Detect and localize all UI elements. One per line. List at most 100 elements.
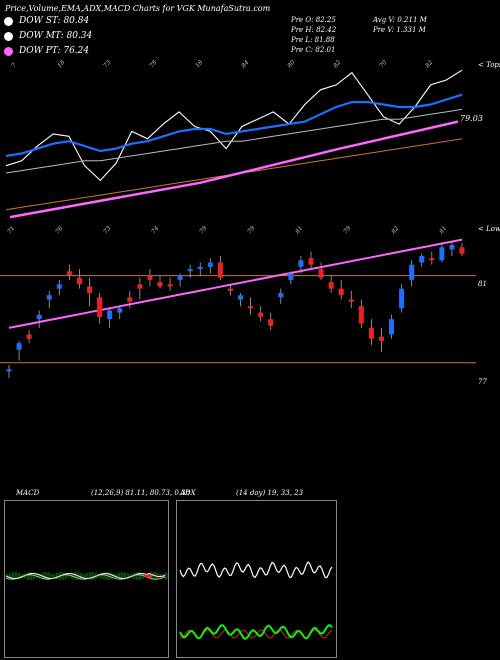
legend-dow-st: DOW ST: 80.84 [4, 15, 89, 27]
macd-bar [20, 574, 24, 578]
macd-bar [29, 572, 33, 580]
legend-dow-pt: DOW PT: 76.24 [4, 45, 89, 57]
macd-bar [67, 574, 71, 578]
macd-bar [85, 573, 88, 579]
candle-body [419, 255, 425, 263]
macd-bar [91, 572, 94, 580]
candle-body [399, 288, 405, 309]
candle-body [439, 247, 445, 261]
candle-body [308, 258, 314, 265]
legend-swatch [4, 16, 13, 26]
macd-params: (12,26,9) 81.11, 80.73, 0.38 [91, 489, 190, 497]
candle-body [117, 308, 123, 313]
adx-params: (14 day) 19, 33, 23 [236, 489, 304, 497]
candle-body [449, 245, 455, 250]
adx-label: ADX [180, 489, 196, 497]
top-annotation: 82 [424, 59, 434, 69]
macd-bar [44, 572, 47, 580]
top-annotation: 82 [332, 59, 342, 69]
candle-body [227, 288, 233, 291]
candle-body [87, 286, 93, 294]
candle-body [459, 247, 465, 254]
candle-body [147, 275, 153, 280]
macd-bar [47, 572, 50, 580]
adx-plus-di-line [179, 624, 333, 641]
candle-body [107, 310, 113, 320]
top-annotation: 18 [56, 59, 66, 69]
candle-body [157, 282, 163, 287]
top-annotation: 18 [194, 59, 204, 69]
candle-body [6, 369, 12, 372]
candle-body [429, 258, 435, 261]
low-annotation: 76 [54, 225, 64, 235]
macd-bar [126, 573, 130, 579]
macd-bar [135, 572, 139, 580]
quote-avg-volume: Avg V: 0.211 M [373, 16, 427, 24]
legend-label: DOW MT: 80.34 [19, 31, 93, 41]
low-annotation: 81 [294, 225, 304, 235]
macd-label: MACD [16, 489, 40, 497]
candle-body [127, 297, 133, 302]
macd-bar [56, 572, 59, 580]
macd-bar [82, 574, 86, 578]
low-annotation: 79 [342, 225, 352, 235]
candle-body [278, 293, 284, 298]
price-level-81: 81 [478, 280, 487, 288]
candle-body [358, 306, 364, 324]
macd-bar [120, 572, 124, 580]
candle-body [97, 297, 103, 317]
pt-ema-top-line [9, 120, 459, 219]
macd-signal-line [5, 574, 166, 580]
candle-body [389, 319, 395, 335]
low-annotation: 82 [390, 225, 400, 235]
chart-title: Price,Volume,EMA,ADX,MACD Charts for VGK… [5, 4, 271, 13]
ema-short-line [5, 93, 463, 157]
candle-body [409, 264, 415, 280]
macd-bar [73, 572, 77, 580]
macd-bar [14, 572, 18, 580]
candle-body [56, 284, 62, 289]
macd-bar [165, 572, 168, 580]
lows-tag: < Lows [478, 225, 500, 233]
top-annotation: 84 [240, 59, 250, 69]
quote-close: Pre C: 82.01 [291, 46, 336, 54]
macd-bar [64, 573, 68, 579]
top-annotation: 80 [286, 59, 296, 69]
candle-body [258, 312, 264, 317]
top-annotation: 78 [148, 59, 158, 69]
top-annotation: 7 [10, 62, 18, 70]
adx-line [179, 561, 333, 579]
candle-body [298, 260, 304, 267]
ema-mid-line [5, 108, 463, 174]
macd-bar [132, 572, 136, 580]
macd-bar [53, 574, 56, 578]
tops-tag: < Tops [478, 61, 500, 69]
macd-bar [61, 572, 65, 580]
macd-bar [8, 573, 12, 579]
macd-bar [6, 574, 9, 578]
low-annotation: 81 [438, 225, 448, 235]
candle-body [36, 314, 42, 320]
candle-body [378, 336, 384, 341]
candle-body [187, 269, 193, 272]
quote-high: Pre H: 82.42 [291, 26, 337, 34]
low-annotation: 79 [246, 225, 256, 235]
candle-body [217, 262, 223, 278]
macd-bar [138, 572, 141, 580]
candle-body [26, 334, 32, 339]
candle-body [318, 269, 324, 278]
macd-bar [114, 573, 118, 579]
candle-body [66, 271, 72, 276]
top-value-label: 79.03 [460, 114, 483, 123]
macd-bar [88, 572, 91, 580]
macd-bar [38, 573, 41, 579]
candle-body [197, 266, 203, 270]
candle-body [338, 288, 344, 296]
candle-body [368, 327, 374, 339]
macd-bar [100, 573, 103, 579]
candle-body [238, 295, 244, 300]
candle-body [177, 275, 183, 280]
macd-bar [97, 573, 100, 579]
quote-low: Pre L: 81.88 [291, 36, 335, 44]
macd-bar [141, 572, 144, 580]
